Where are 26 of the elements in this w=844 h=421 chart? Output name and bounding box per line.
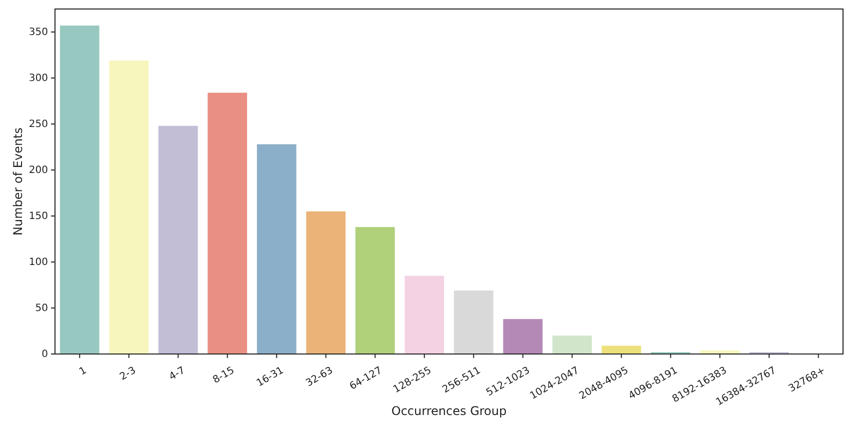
x-tick-label: 2-3 (118, 365, 138, 383)
bar (355, 227, 395, 354)
bar (454, 290, 494, 354)
bar (109, 60, 149, 354)
bar (60, 26, 100, 354)
x-axis-title: Occurrences Group (391, 404, 507, 418)
bar (306, 211, 346, 354)
x-tick-label: 8-15 (211, 365, 236, 386)
bar (256, 144, 296, 354)
y-tick-label: 150 (28, 211, 48, 222)
y-tick-label: 0 (42, 349, 48, 360)
x-tick-label: 1 (78, 365, 89, 378)
y-tick-label: 250 (28, 119, 48, 130)
y-tick-label: 300 (28, 73, 48, 84)
y-tick-label: 50 (35, 303, 48, 314)
bar (602, 346, 642, 354)
bar (503, 319, 543, 354)
bar (208, 92, 248, 354)
y-tick-label: 350 (28, 27, 48, 38)
bar (404, 276, 444, 354)
y-tick-label: 100 (28, 257, 48, 268)
bar (158, 126, 198, 354)
y-tick-label: 200 (28, 165, 48, 176)
y-axis-title: Number of Events (11, 127, 25, 236)
x-tick-label: 4-7 (167, 365, 188, 383)
bar (552, 336, 592, 354)
